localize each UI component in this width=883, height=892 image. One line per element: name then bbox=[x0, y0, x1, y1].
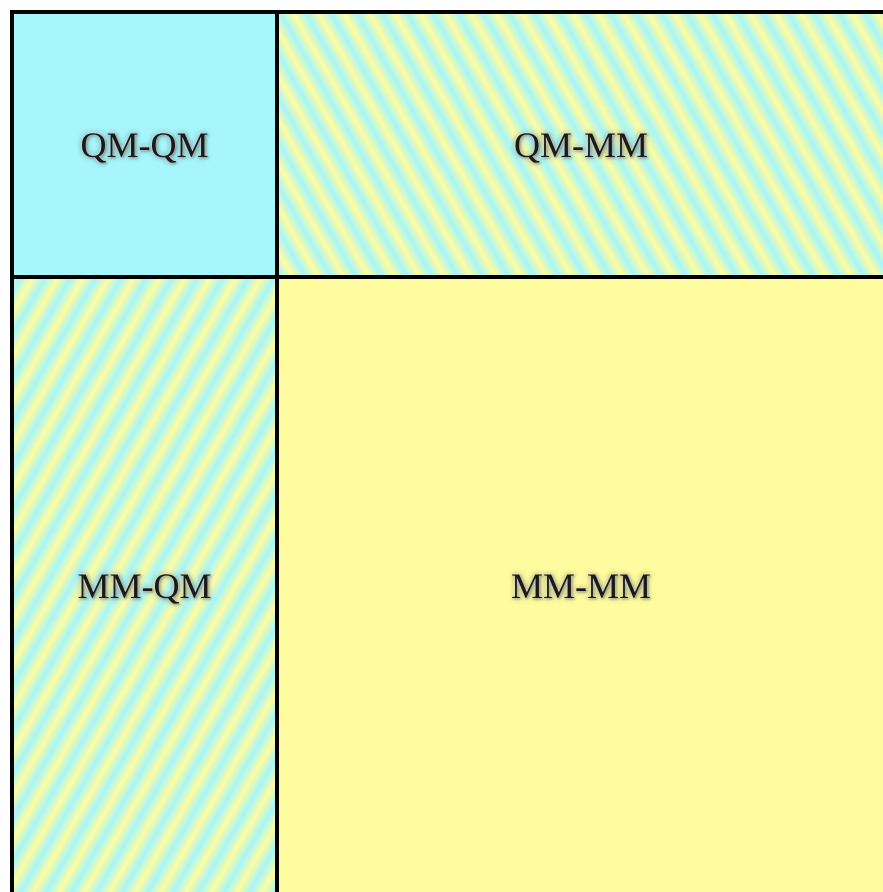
cell-label: QM-MM bbox=[513, 124, 648, 165]
cell-label: MM-MM bbox=[510, 565, 652, 606]
cell-qm-mm: QM-MM bbox=[279, 14, 883, 279]
cell-qm-qm: QM-QM bbox=[14, 14, 279, 279]
block-matrix-diagram: QM-QM QM-MM MM-QM MM-MM bbox=[10, 10, 883, 892]
cell-mm-mm: MM-MM bbox=[279, 279, 883, 892]
cell-label: MM-QM bbox=[77, 565, 212, 606]
cell-label: QM-QM bbox=[80, 124, 209, 165]
cell-mm-qm: MM-QM bbox=[14, 279, 279, 892]
